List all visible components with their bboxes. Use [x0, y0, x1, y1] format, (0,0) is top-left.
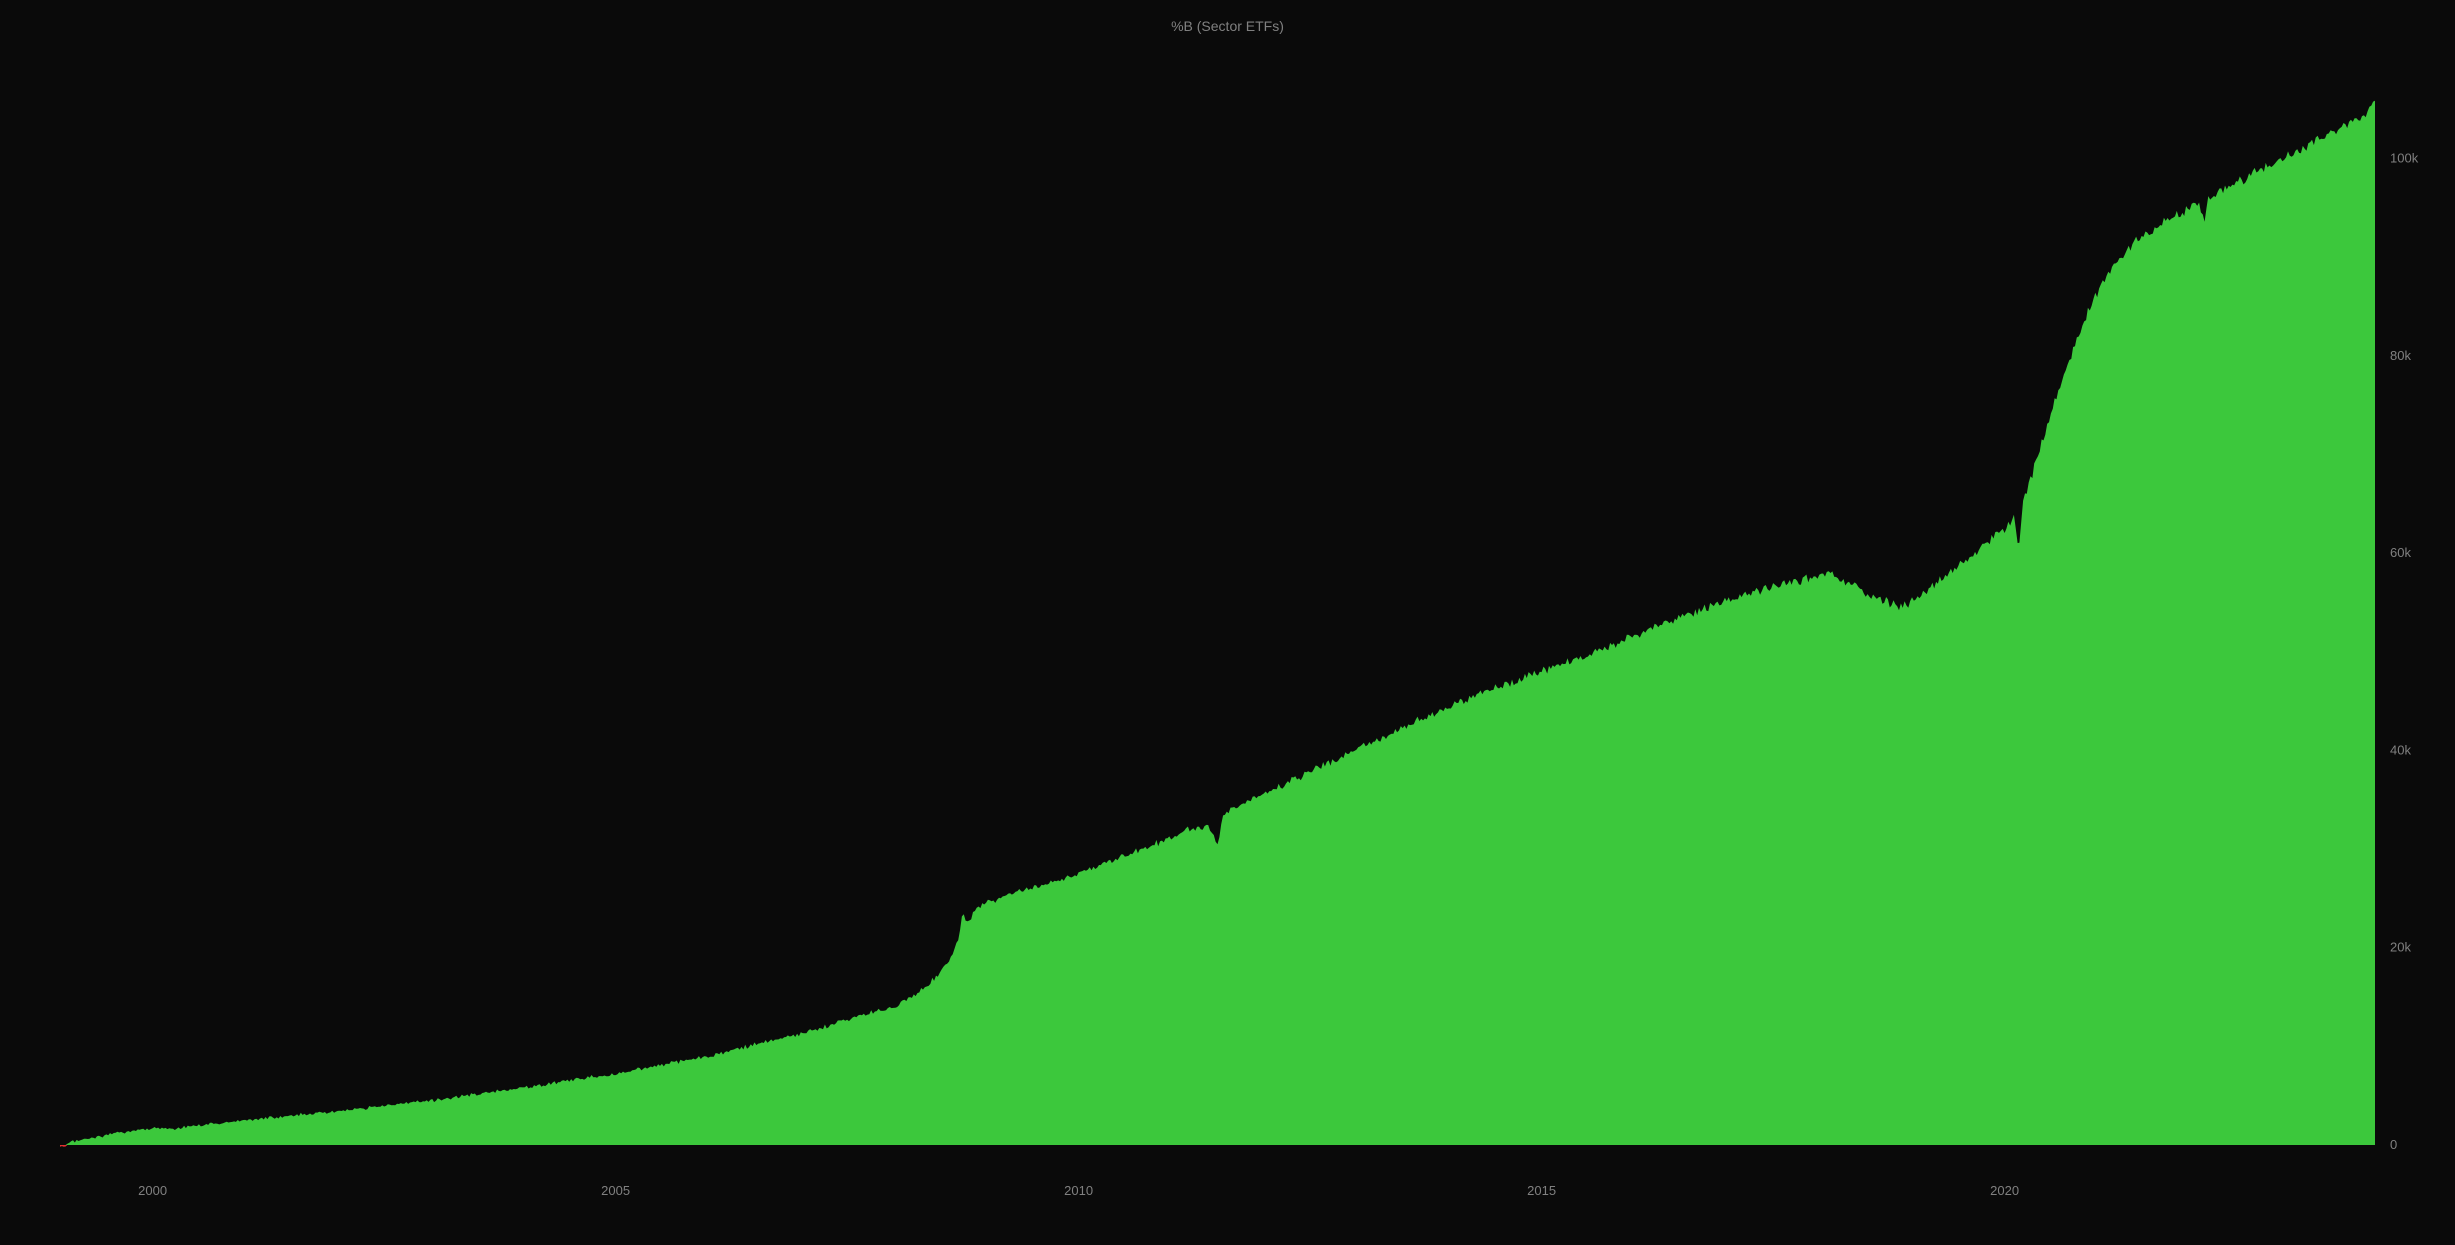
chart-title: %B (Sector ETFs) [0, 18, 2455, 34]
y-tick-label: 40k [2390, 743, 2411, 758]
x-tick-label: 2010 [1064, 1183, 1093, 1198]
x-tick-label: 2015 [1527, 1183, 1556, 1198]
area-chart[interactable]: 0 20k 40k 60k 80k 100k 2000 2005 2010 2015 2020 [0, 0, 2455, 1245]
x-tick-label: 2005 [601, 1183, 630, 1198]
y-tick-label: 0 [2390, 1137, 2397, 1152]
chart-container: %B (Sector ETFs) 0 20k 40k 60k 80k 100k 2000 20… [0, 0, 2455, 1245]
x-tick-label: 2000 [138, 1183, 167, 1198]
y-tick-label: 100k [2390, 151, 2419, 166]
y-tick-label: 80k [2390, 348, 2411, 363]
y-tick-label: 60k [2390, 545, 2411, 560]
y-tick-label: 20k [2390, 940, 2411, 955]
x-tick-label: 2020 [1990, 1183, 2019, 1198]
